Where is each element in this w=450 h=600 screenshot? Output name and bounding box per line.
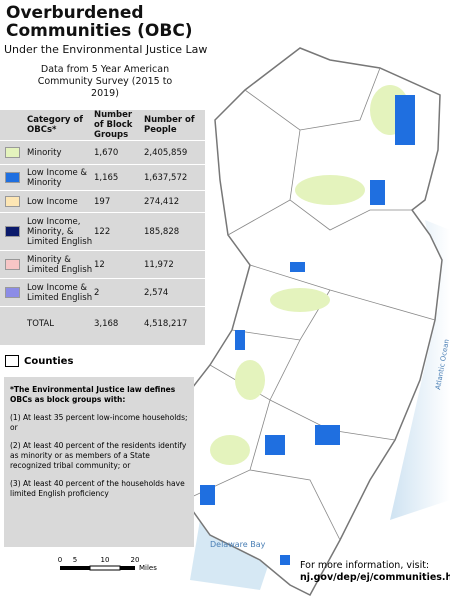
county-lines	[184, 67, 436, 541]
table-row: Low Income, Minority, & Limited English 1…	[0, 212, 205, 250]
scale-label: 20	[131, 556, 140, 564]
swatch	[5, 147, 20, 158]
footnote-item: (2) At least 40 percent of the residents…	[10, 441, 187, 470]
header-cell: Number of People	[144, 115, 195, 135]
people: 274,412	[144, 196, 180, 207]
category: TOTAL	[27, 318, 54, 329]
counties-label: Counties	[24, 355, 74, 367]
footnote-item: (3) At least 40 percent of the household…	[10, 479, 185, 498]
people: 185,828	[144, 226, 180, 237]
table: Category of OBCs* Number of Block Groups N…	[0, 110, 205, 345]
data-note: Data from 5 Year American Community Surv…	[37, 64, 173, 99]
scale-label: 10	[101, 556, 110, 564]
table-row: Low Income & Limited English 2 2,574	[0, 278, 205, 306]
more-info: For more information, visit: nj.gov/dep/…	[300, 560, 450, 584]
people: 11,972	[144, 259, 174, 270]
people: 2,574	[144, 287, 169, 298]
category: Low Income	[27, 196, 78, 207]
subtitle: Under the Environmental Justice Law	[4, 43, 208, 56]
counties-swatch	[5, 355, 19, 367]
block-groups: 1,165	[94, 172, 119, 183]
people: 2,405,859	[144, 147, 188, 158]
category: Low Income, Minority, & Limited English	[27, 216, 93, 247]
people: 4,518,217	[144, 318, 188, 329]
table-row: Minority 1,670 2,405,859	[0, 140, 205, 164]
block-groups: 122	[94, 226, 111, 237]
header-row: Category of OBCs* Number of Block Groups N…	[0, 110, 205, 140]
scale-bar: 0 5 10 20 Miles	[58, 556, 157, 572]
category: Minority & Limited English	[27, 254, 93, 275]
bay-label: Delaware Bay	[210, 540, 266, 549]
total-row: TOTAL 3,168 4,518,217	[0, 306, 205, 340]
counties-legend: Counties	[5, 355, 73, 367]
block-groups: 12	[94, 259, 105, 270]
swatch	[5, 287, 20, 298]
footnote-item: (1) At least 35 percent low-income house…	[10, 413, 188, 432]
block-groups: 2	[94, 287, 100, 298]
info-text: For more information, visit:	[300, 560, 430, 571]
table-row: Minority & Limited English 12 11,972	[0, 250, 205, 278]
scale-label: 0	[58, 556, 62, 564]
block-groups: 3,168	[94, 318, 119, 329]
people: 1,637,572	[144, 172, 188, 183]
footnote-heading: *The Environmental Justice law defines O…	[10, 385, 176, 404]
header-cell: Number of Block Groups	[94, 110, 133, 140]
swatch	[5, 259, 20, 270]
swatch	[5, 196, 20, 207]
category: Low Income & Minority	[27, 167, 88, 188]
scale-label: 5	[73, 556, 77, 564]
title: Overburdened Communities (OBC)	[6, 3, 193, 41]
bay-water	[190, 520, 270, 590]
swatch	[5, 226, 20, 237]
swatch	[5, 172, 20, 183]
table-row: Low Income & Minority 1,165 1,637,572	[0, 164, 205, 190]
block-groups: 197	[94, 196, 111, 207]
info-url: nj.gov/dep/ej/communities.html	[300, 572, 450, 583]
table-row: Low Income 197 274,412	[0, 190, 205, 212]
block-groups: 1,670	[94, 147, 119, 158]
ocean	[390, 220, 450, 520]
category: Minority	[27, 147, 62, 158]
scale-unit: Miles	[139, 564, 157, 572]
category: Low Income & Limited English	[27, 282, 93, 303]
footnote: *The Environmental Justice law defines O…	[4, 377, 194, 547]
header-cell: Category of OBCs*	[27, 115, 83, 135]
low-income-minority-areas	[200, 95, 415, 565]
